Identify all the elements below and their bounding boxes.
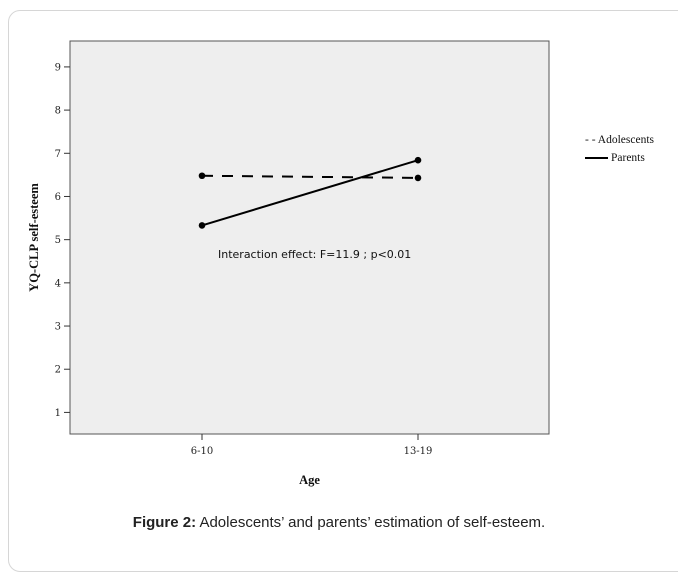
data-point-adolescents-1 (414, 174, 422, 182)
legend: - - Adolescents Parents (585, 134, 655, 164)
caption-text: Adolescents’ and parents’ estimation of … (196, 514, 546, 531)
y-tick-label: 4 (55, 278, 61, 289)
y-tick-label: 9 (55, 62, 61, 73)
legend-label-parents: Parents (611, 152, 645, 164)
series-line-parents (201, 159, 419, 227)
series-layer (198, 156, 422, 229)
data-point-adolescents-0 (198, 172, 206, 180)
y-axis: 1 2 3 4 5 6 7 8 9 (55, 62, 70, 419)
y-tick-label: 1 (55, 408, 61, 419)
interaction-line-chart: 1 2 3 4 5 6 7 8 9 6-10 13-19 Interaction effect: … (27, 40, 655, 487)
caption-label: Figure 2: (132, 514, 197, 531)
data-point-parents-1 (414, 156, 422, 164)
y-axis-title: YQ-CLP self-esteem (27, 183, 41, 292)
x-axis-title: Age (299, 473, 320, 487)
legend-label-adolescents: - - Adolescents (585, 134, 655, 146)
x-tick-label: 6-10 (191, 446, 213, 457)
y-tick-label: 8 (55, 106, 61, 117)
interaction-annotation: Interaction effect: F=11.9 ; p<0.01 (218, 248, 411, 261)
x-tick-label: 13-19 (404, 446, 433, 457)
y-tick-label: 2 (55, 365, 61, 376)
y-tick-label: 5 (55, 235, 61, 246)
y-tick-label: 6 (55, 192, 61, 203)
data-point-parents-0 (198, 222, 206, 229)
plot-area (69, 40, 550, 435)
series-line-adolescents (201, 174, 419, 179)
figure-caption: Figure 2: Adolescents’ and parents’ esti… (0, 514, 678, 531)
y-tick-label: 3 (55, 322, 61, 333)
x-axis: 6-10 13-19 (191, 434, 433, 457)
y-tick-label: 7 (55, 149, 61, 160)
